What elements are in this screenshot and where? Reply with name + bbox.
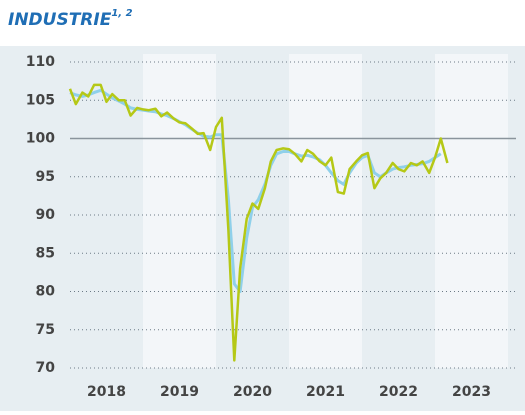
year-band <box>435 54 508 368</box>
series-line <box>69 88 442 293</box>
title-text: INDUSTRIE <box>8 10 112 30</box>
year-band <box>362 54 435 368</box>
x-tick-label: 2019 <box>160 384 199 400</box>
series-line <box>68 83 449 362</box>
x-tick-label: 2018 <box>87 384 126 400</box>
y-tick-label: 105 <box>26 92 55 108</box>
y-tick-label: 100 <box>26 131 55 147</box>
y-tick-label: 80 <box>36 284 56 300</box>
y-tick-label: 90 <box>36 207 56 223</box>
y-tick-label: 110 <box>26 54 55 70</box>
y-tick-label: 85 <box>36 245 55 261</box>
y-tick-label: 75 <box>36 322 55 338</box>
x-tick-label: 2022 <box>379 384 418 400</box>
y-tick-label: 95 <box>36 169 55 185</box>
title-superscript: 1, 2 <box>111 8 132 19</box>
year-band <box>143 54 216 368</box>
x-tick-label: 2021 <box>306 384 345 400</box>
chart-title: INDUSTRIE1, 2 <box>8 8 133 30</box>
x-tick-label: 2023 <box>452 384 491 400</box>
year-band <box>289 54 362 368</box>
y-tick-label: 70 <box>36 360 56 376</box>
x-tick-label: 2020 <box>233 384 272 400</box>
